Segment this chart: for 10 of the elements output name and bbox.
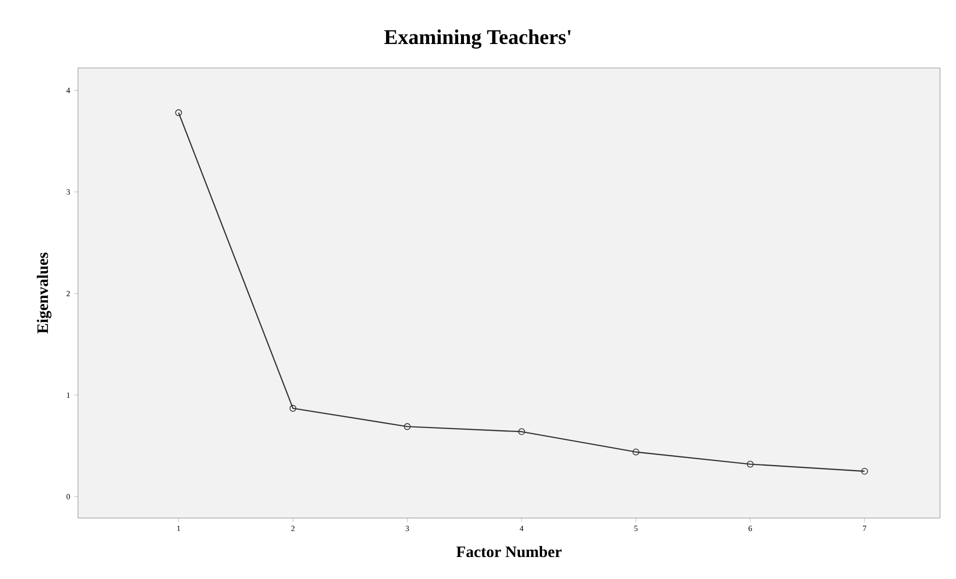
point [632,448,640,456]
point [861,468,868,475]
chart-title: Examining Teachers' [384,29,571,49]
point [518,428,525,436]
x-axis-title: Factor Number [456,546,562,558]
y-axis-title: Eigenvalues [36,252,52,334]
point [290,404,296,412]
point [404,423,411,430]
point [175,109,182,116]
point [746,460,754,468]
